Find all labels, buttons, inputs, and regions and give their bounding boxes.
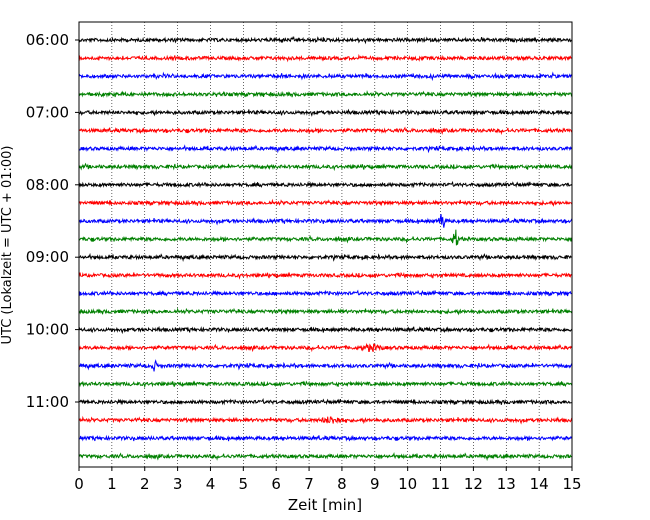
grid-lines [111,22,540,467]
x-tick-label: 7 [304,475,314,493]
y-tick-label: 10:00 [26,321,69,339]
seismic-trace [78,289,573,297]
seismic-trace [78,90,573,98]
x-tick-label: 4 [206,475,216,493]
seismic-trace [78,35,573,45]
x-tick-label: 2 [140,475,150,493]
y-tick-label: 08:00 [26,176,69,194]
x-tick-label: 12 [464,475,483,493]
seismic-trace [78,108,573,117]
seismic-trace [78,198,573,207]
seismic-trace [78,214,573,228]
seismic-trace [78,342,573,353]
trace-group [78,35,573,462]
y-tick-label: 07:00 [26,103,69,121]
x-tick-label: 5 [239,475,249,493]
seismic-trace [78,434,573,442]
y-tick-label: 06:00 [26,31,69,49]
seismic-trace [78,271,573,280]
y-tick-label: 11:00 [26,393,69,411]
x-tick-label: 3 [173,475,183,493]
x-axis: 0 1 2 3 4 5 6 7 8 9 10 11 12 13 14 15 [74,467,582,493]
seismic-trace [78,415,573,425]
plot-frame [78,21,573,468]
y-tick-label: 09:00 [26,248,69,266]
seismic-trace [78,252,573,262]
plot-background [79,22,572,467]
y-axis-label: UTC (Lokalzeit = UTC + 01:00) [0,146,15,345]
seismic-trace [78,398,573,406]
seismic-trace [78,53,573,63]
x-tick-label: 0 [74,475,84,493]
x-tick-label: 13 [497,475,516,493]
x-tick-label: 11 [431,475,450,493]
seismic-trace [78,162,573,172]
x-tick-label: 8 [337,475,347,493]
x-tick-label: 15 [562,475,581,493]
seismic-trace [78,325,573,335]
y-axis: 06:00 07:00 08:00 09:00 10:00 11:00 [26,31,79,411]
seismic-trace [78,307,573,316]
x-tick-label: 1 [107,475,117,493]
x-tick-label: 9 [370,475,380,493]
seismic-trace [78,144,573,154]
seismic-trace [78,126,573,136]
seismic-trace [78,359,573,372]
seismic-trace [78,71,573,82]
x-axis-label: Zeit [min] [288,496,362,514]
seismic-trace [78,451,573,462]
x-tick-label: 14 [530,475,549,493]
x-tick-label: 10 [398,475,417,493]
seismic-trace [78,229,573,246]
seismic-trace [78,380,573,389]
seismic-trace [78,180,573,189]
x-tick-label: 6 [271,475,281,493]
